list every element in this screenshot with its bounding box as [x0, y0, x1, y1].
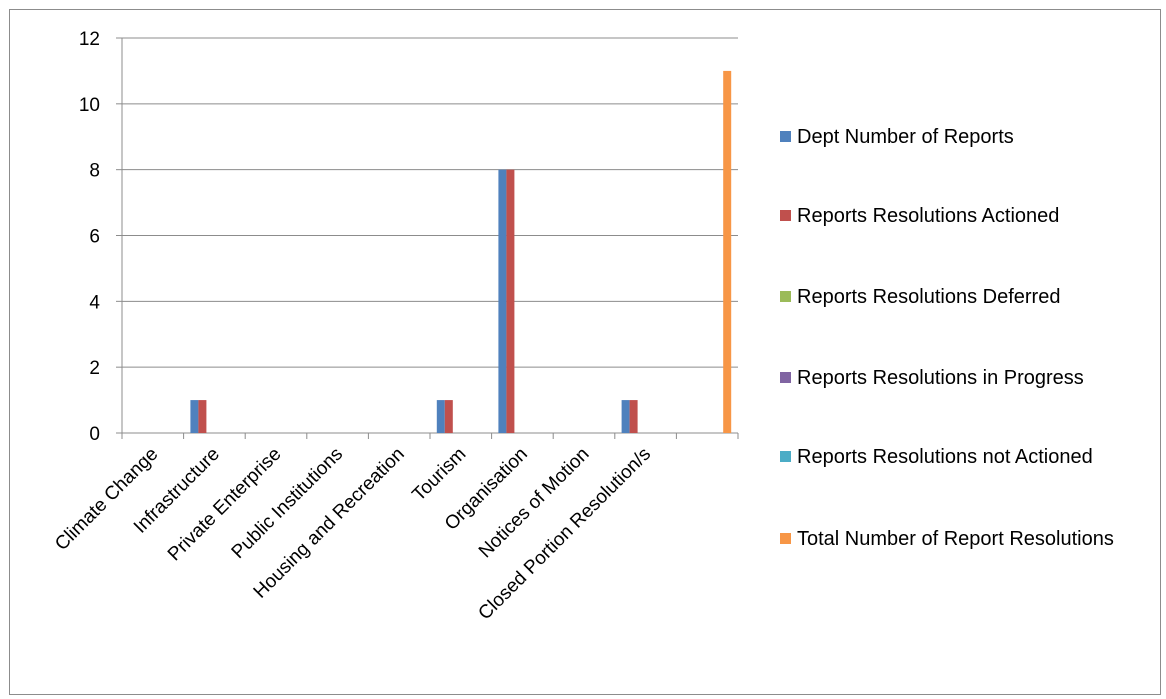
legend-item: Reports Resolutions in Progress: [780, 365, 1137, 392]
legend-swatch: [780, 372, 791, 383]
bar: [444, 400, 453, 433]
bar: [506, 169, 515, 433]
bar: [436, 400, 445, 433]
legend-item: Dept Number of Reports: [780, 124, 1137, 151]
legend-label: Reports Resolutions Actioned: [797, 205, 1060, 227]
x-category-label: Notices of Motion: [475, 444, 594, 563]
legend-label: Total Number of Report Resolutions: [797, 528, 1114, 550]
legend-swatch: [780, 131, 791, 142]
bar: [629, 400, 638, 433]
y-tick-label: 2: [89, 358, 100, 379]
legend-label: Reports Resolutions Deferred: [797, 286, 1061, 308]
legend-swatch: [780, 451, 791, 462]
legend-label: Reports Resolutions in Progress: [797, 367, 1084, 389]
y-tick-label: 4: [89, 292, 100, 313]
legend-label: Reports Resolutions not Actioned: [797, 446, 1093, 468]
chart-frame: [9, 9, 1161, 695]
bar: [723, 70, 732, 434]
bar: [198, 400, 207, 433]
bar: [498, 169, 507, 433]
bar: [621, 400, 630, 433]
x-category-label: Climate Change: [51, 444, 162, 555]
x-category-label: Tourism: [408, 444, 470, 506]
legend-label: Dept Number of Reports: [797, 126, 1014, 148]
legend-item: Reports Resolutions Deferred: [780, 284, 1137, 311]
y-tick-label: 8: [89, 161, 100, 182]
legend-item: Reports Resolutions not Actioned: [780, 444, 1137, 471]
y-tick-label: 0: [89, 424, 100, 445]
legend-swatch: [780, 533, 791, 544]
legend-item: Total Number of Report Resolutions: [780, 526, 1137, 553]
y-tick-label: 10: [79, 95, 100, 116]
legend-item: Reports Resolutions Actioned: [780, 203, 1137, 230]
x-category-label: Public Institutions: [228, 444, 347, 563]
bar: [190, 400, 199, 433]
legend-swatch: [780, 210, 791, 221]
y-tick-label: 12: [79, 29, 100, 50]
y-tick-label: 6: [89, 227, 100, 248]
x-category-label: Private Enterprise: [164, 444, 286, 566]
legend-swatch: [780, 291, 791, 302]
